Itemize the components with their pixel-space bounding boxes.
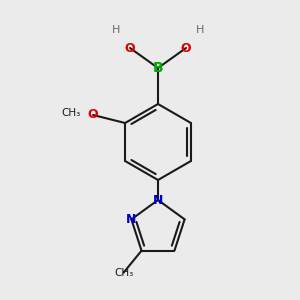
Text: O: O [88,109,98,122]
Text: N: N [153,194,163,206]
Text: CH₃: CH₃ [61,108,81,118]
Text: H: H [112,25,120,35]
Text: B: B [153,61,163,75]
Text: H: H [196,25,204,35]
Text: O: O [181,41,191,55]
Text: N: N [126,213,136,226]
Text: O: O [125,41,135,55]
Text: CH₃: CH₃ [114,268,133,278]
